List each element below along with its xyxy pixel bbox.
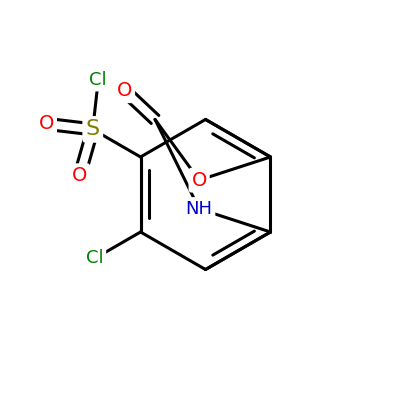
Text: Cl: Cl [86, 250, 104, 268]
Text: S: S [86, 119, 100, 139]
Text: NH: NH [186, 200, 213, 218]
Text: O: O [192, 171, 207, 190]
Text: O: O [72, 166, 87, 185]
Text: Cl: Cl [90, 71, 107, 89]
Text: O: O [39, 114, 54, 133]
Text: O: O [117, 81, 132, 100]
